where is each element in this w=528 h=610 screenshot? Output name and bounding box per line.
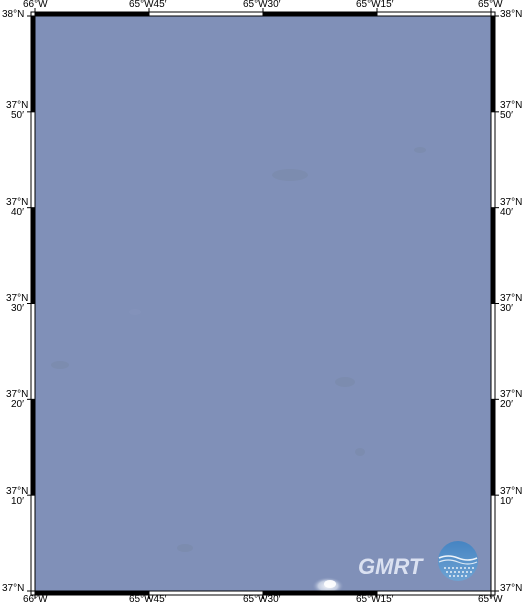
lat-label-left-5-deg: 37°N: [6, 486, 29, 497]
lat-label-right-6-deg: 37°N: [500, 583, 523, 594]
graticule-ticks: [27, 8, 499, 599]
frame-bar-right-4: [491, 399, 495, 496]
seafloor-relief: [51, 147, 426, 552]
frame-bar-right-0: [491, 16, 495, 112]
frame-bar-left-0: [31, 16, 35, 112]
lat-label-right-5-min: 10′: [500, 496, 513, 507]
lon-label-bottom-2: 65°W30′: [243, 594, 281, 605]
lat-label-left-1-deg: 37°N: [6, 100, 29, 111]
lon-label-bottom-1: 65°W45′: [129, 594, 167, 605]
lat-label-right-4-deg: 37°N: [500, 389, 523, 400]
lat-label-left-5-min: 10′: [11, 496, 24, 507]
lon-label-bottom-3: 65°W15′: [356, 594, 394, 605]
lat-label-right-1-min: 50′: [500, 110, 513, 121]
lat-label-left-3-min: 30′: [11, 303, 24, 314]
lat-label-right-5-deg: 37°N: [500, 486, 523, 497]
lat-label-left-2-deg: 37°N: [6, 197, 29, 208]
lon-label-top-2: 65°W30′: [243, 0, 281, 10]
frame-bar-top-2: [263, 12, 377, 16]
lat-label-left-2-min: 40′: [11, 207, 24, 218]
lat-label-left-0-deg: 38°N: [2, 9, 25, 20]
lon-label-top-4: 65°W: [478, 0, 503, 10]
lon-label-top-0: 66°W: [23, 0, 48, 10]
ocean-area: [35, 16, 491, 591]
lat-label-right-0-deg: 38°N: [500, 9, 523, 20]
lat-label-right-3-deg: 37°N: [500, 293, 523, 304]
lat-label-right-4-min: 20′: [500, 399, 513, 410]
gmrt-watermark: GMRT: [358, 540, 483, 588]
lat-label-left-6-deg: 37°N: [2, 583, 25, 594]
frame-bar-bottom-2: [263, 591, 377, 595]
lon-label-bottom-4: 65°W: [478, 594, 503, 605]
frame-bar-left-2: [31, 207, 35, 304]
lat-label-left-4-min: 20′: [11, 399, 24, 410]
lon-label-bottom-0: 66°W: [23, 594, 48, 605]
lat-label-left-3-deg: 37°N: [6, 293, 29, 304]
frame-bar-top-0: [35, 12, 149, 16]
lat-label-right-1-deg: 37°N: [500, 100, 523, 111]
lat-label-right-2-deg: 37°N: [500, 197, 523, 208]
lat-label-right-3-min: 30′: [500, 303, 513, 314]
lat-label-right-2-min: 40′: [500, 207, 513, 218]
watermark-text: GMRT: [358, 554, 423, 579]
lat-label-left-4-deg: 37°N: [6, 389, 29, 400]
gmrt-logo-icon: [438, 541, 478, 581]
seamount-feature: [312, 577, 344, 591]
frame-bar-left-4: [31, 399, 35, 496]
lon-label-top-3: 65°W15′: [356, 0, 394, 10]
frame-bar-right-2: [491, 207, 495, 304]
frame-bar-bottom-0: [35, 591, 149, 595]
lon-label-top-1: 65°W45′: [129, 0, 167, 10]
lat-label-left-1-min: 50′: [11, 110, 24, 121]
